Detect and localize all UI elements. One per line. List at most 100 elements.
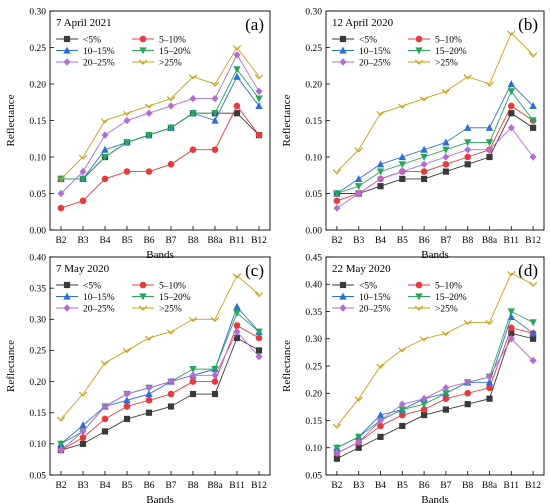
legend-label: 10–15%: [359, 47, 391, 57]
data-point: [233, 102, 241, 110]
legend-marker: [339, 46, 347, 54]
data-point: [79, 440, 87, 447]
legend-marker: [415, 35, 423, 43]
data-point: [101, 402, 109, 411]
data-point: [101, 428, 109, 435]
data-point: [464, 378, 472, 387]
x-tick-label: B8: [187, 481, 198, 491]
data-point: [420, 401, 428, 409]
x-tick-label: B2: [55, 236, 66, 246]
data-point: [189, 378, 197, 385]
data-point: [255, 347, 263, 354]
data-point: [419, 336, 429, 342]
legend-marker: [339, 58, 347, 66]
data-point: [123, 139, 131, 147]
data-point: [233, 328, 241, 336]
data-point: [123, 390, 131, 398]
data-point: [442, 384, 450, 392]
series-line: [336, 83, 534, 194]
x-tick-label: B6: [143, 481, 154, 491]
legend-label: 5–10%: [159, 281, 186, 291]
data-point: [255, 87, 263, 95]
data-point: [79, 197, 87, 205]
legend-label: >25%: [159, 304, 182, 314]
data-point: [333, 449, 341, 457]
legend-marker: [138, 59, 148, 65]
x-tick-label: B12: [525, 236, 541, 246]
data-point: [232, 45, 242, 51]
chart-title: 22 May 2020: [332, 263, 391, 275]
data-point: [189, 146, 197, 153]
y-tick-label: 0.30: [305, 335, 322, 345]
y-tick-label: 0.00: [305, 226, 322, 236]
x-tick-label: B8a: [482, 481, 498, 491]
data-point: [486, 384, 493, 392]
data-point: [354, 147, 363, 153]
data-point: [508, 324, 515, 332]
data-point: [100, 360, 110, 366]
data-point: [211, 94, 219, 103]
data-point: [233, 309, 241, 317]
data-point: [57, 446, 65, 454]
data-point: [398, 167, 406, 176]
data-point: [485, 81, 494, 87]
series-line: [336, 310, 534, 449]
y-axis-label: Reflectance: [281, 94, 293, 146]
series-line: [60, 337, 260, 451]
y-tick-label: 0.20: [305, 390, 322, 400]
data-point: [398, 153, 406, 161]
data-point: [399, 422, 406, 430]
data-point: [530, 335, 537, 342]
data-point: [442, 406, 449, 413]
legend-label: 15–20%: [159, 47, 191, 57]
series-line: [60, 46, 260, 180]
data-point: [507, 270, 516, 277]
data-point: [56, 416, 66, 422]
data-point: [354, 396, 363, 402]
y-tick-label: 0.30: [305, 7, 322, 17]
x-axis-label: Bands: [421, 249, 449, 261]
legend-label: <5%: [83, 281, 101, 291]
data-point: [333, 197, 341, 205]
data-point: [507, 30, 516, 36]
panel-label: (a): [245, 15, 264, 34]
chart-panel-d: 0.05 0.10 0.15 0.20 0.25 0.30 0.35 0.40 0.45 B2 B3…: [281, 253, 545, 503]
data-point: [464, 161, 471, 168]
data-point: [211, 371, 219, 380]
legend-marker: [138, 305, 148, 311]
data-point: [507, 80, 515, 88]
x-tick-label: B6: [419, 481, 430, 491]
y-tick-label: 0.20: [305, 80, 322, 90]
legend-marker: [414, 305, 424, 311]
x-tick-label: B7: [440, 481, 451, 491]
data-point: [233, 110, 241, 117]
y-axis-label: Reflectance: [281, 340, 293, 392]
x-tick-label: B5: [397, 236, 408, 246]
y-tick-label: 0.35: [29, 284, 46, 294]
data-point: [332, 423, 342, 429]
data-point: [254, 291, 264, 298]
data-point: [333, 455, 340, 462]
x-tick-label: B8: [462, 236, 473, 246]
data-point: [233, 72, 241, 80]
data-point: [189, 390, 197, 398]
data-point: [78, 154, 88, 160]
legend-marker: [139, 47, 147, 55]
data-point: [441, 88, 451, 95]
data-point: [420, 406, 428, 413]
data-point: [485, 123, 494, 131]
legend-label: 15–20%: [435, 47, 467, 57]
y-tick-label: 0.00: [29, 226, 46, 236]
data-point: [79, 175, 87, 183]
x-tick-label: B2: [331, 236, 342, 246]
y-tick-label: 0.10: [305, 153, 322, 163]
data-point: [398, 347, 407, 353]
data-point: [57, 189, 65, 198]
x-tick-label: B6: [143, 236, 154, 246]
data-point: [211, 110, 219, 118]
data-point: [377, 422, 384, 430]
data-point: [355, 433, 363, 441]
data-point: [79, 167, 87, 176]
data-point: [210, 316, 220, 323]
